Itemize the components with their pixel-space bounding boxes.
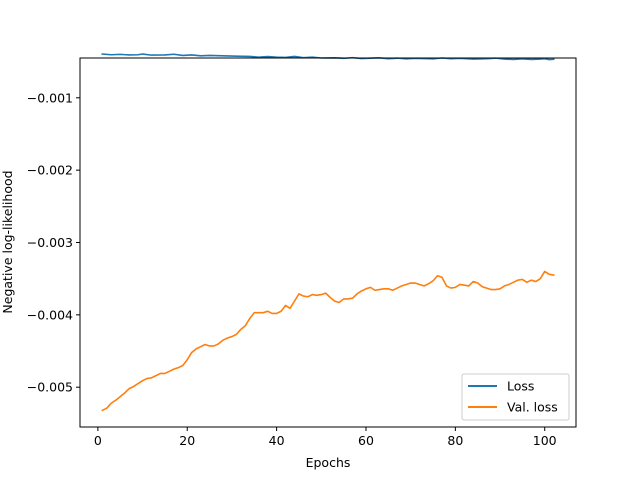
y-tick-label: −0.003 <box>27 235 73 250</box>
x-tick-label: 40 <box>269 433 285 448</box>
legend-label-val-loss: Val. loss <box>507 400 558 415</box>
x-tick-label: 0 <box>94 433 102 448</box>
x-tick-label: 100 <box>533 433 557 448</box>
y-axis-label: Negative log-likelihood <box>0 170 15 313</box>
x-tick-label: 80 <box>447 433 463 448</box>
y-tick-label: −0.005 <box>27 380 73 395</box>
y-tick-label: −0.002 <box>27 163 73 178</box>
y-axis: −0.001 −0.002 −0.003 −0.004 −0.005 <box>27 90 80 395</box>
x-axis: 0 20 40 60 80 100 <box>94 427 557 448</box>
legend: Loss Val. loss <box>461 373 570 421</box>
x-tick-label: 20 <box>179 433 195 448</box>
series-line-val-loss <box>101 270 555 412</box>
x-axis-label: Epochs <box>306 455 351 470</box>
y-tick-label: −0.001 <box>27 90 73 105</box>
y-tick-label: −0.004 <box>27 307 73 322</box>
x-tick-label: 60 <box>358 433 374 448</box>
legend-label-loss: Loss <box>507 379 534 394</box>
